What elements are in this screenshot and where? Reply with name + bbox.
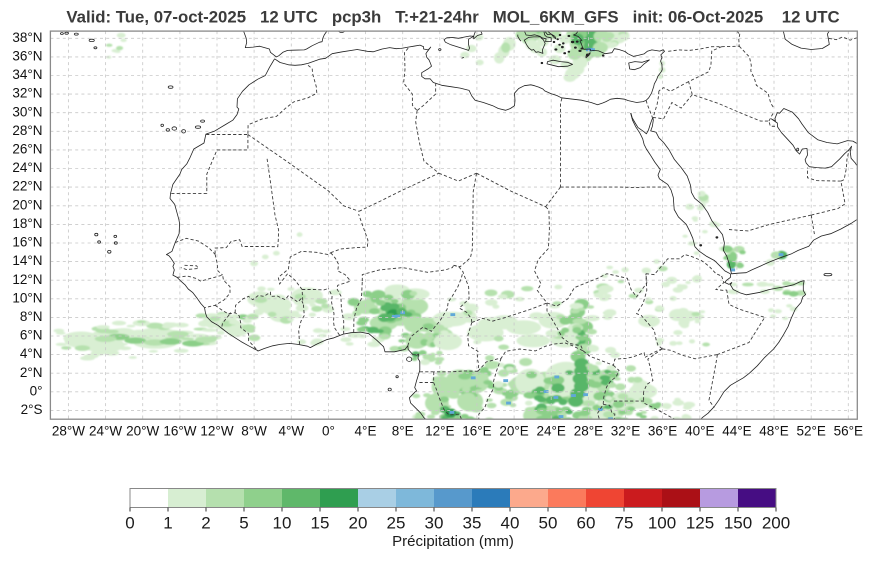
svg-text:36°N: 36°N [12,49,42,64]
svg-text:2°N: 2°N [20,365,43,380]
svg-text:150: 150 [724,514,752,533]
svg-text:32°E: 32°E [611,424,640,439]
svg-text:12°N: 12°N [12,272,42,287]
svg-text:20: 20 [349,514,368,533]
svg-text:24°E: 24°E [536,424,565,439]
svg-text:40°E: 40°E [685,424,714,439]
svg-text:20°W: 20°W [126,424,159,439]
svg-text:24°N: 24°N [12,160,42,175]
svg-text:4°N: 4°N [20,346,43,361]
svg-text:40: 40 [501,514,520,533]
svg-text:75: 75 [615,514,634,533]
svg-text:12°E: 12°E [425,424,454,439]
svg-text:28°W: 28°W [52,424,85,439]
svg-text:35: 35 [463,514,482,533]
svg-text:10°N: 10°N [12,290,42,305]
svg-text:28°E: 28°E [574,424,603,439]
svg-text:26°N: 26°N [12,142,42,157]
svg-text:24°W: 24°W [89,424,122,439]
svg-text:200: 200 [762,514,790,533]
svg-text:44°E: 44°E [722,424,751,439]
svg-text:30: 30 [425,514,444,533]
svg-text:16°E: 16°E [462,424,491,439]
svg-text:1: 1 [163,514,172,533]
svg-text:2°S: 2°S [21,402,43,417]
svg-text:4°W: 4°W [278,424,304,439]
svg-text:8°W: 8°W [241,424,267,439]
svg-text:100: 100 [648,514,676,533]
svg-text:10: 10 [273,514,292,533]
svg-text:8°E: 8°E [392,424,414,439]
svg-text:30°N: 30°N [12,104,42,119]
svg-text:20°E: 20°E [499,424,528,439]
svg-text:28°N: 28°N [12,123,42,138]
svg-text:2: 2 [201,514,210,533]
svg-text:Précipitation (mm): Précipitation (mm) [392,533,514,550]
svg-text:60: 60 [577,514,596,533]
svg-text:32°N: 32°N [12,86,42,101]
svg-text:16°N: 16°N [12,235,42,250]
svg-text:5: 5 [239,514,248,533]
svg-text:52°E: 52°E [796,424,825,439]
svg-text:20°N: 20°N [12,197,42,212]
svg-text:Valid: Tue, 07-oct-2025 12 U: Valid: Tue, 07-oct-2025 12 UTC pcp3h T:+… [66,8,839,27]
svg-text:50: 50 [539,514,558,533]
svg-text:38°N: 38°N [12,30,42,45]
svg-text:0: 0 [125,514,134,533]
svg-text:36°E: 36°E [648,424,677,439]
svg-text:56°E: 56°E [834,424,863,439]
svg-text:18°N: 18°N [12,216,42,231]
svg-text:16°W: 16°W [163,424,196,439]
svg-text:34°N: 34°N [12,67,42,82]
svg-text:48°E: 48°E [759,424,788,439]
svg-text:12°W: 12°W [200,424,233,439]
svg-text:25: 25 [387,514,406,533]
svg-text:14°N: 14°N [12,253,42,268]
svg-text:0°: 0° [322,424,335,439]
svg-text:125: 125 [686,514,714,533]
svg-text:22°N: 22°N [12,179,42,194]
svg-text:0°: 0° [30,383,43,398]
svg-text:15: 15 [311,514,330,533]
svg-text:8°N: 8°N [20,309,43,324]
svg-text:6°N: 6°N [20,328,43,343]
svg-text:4°E: 4°E [355,424,377,439]
